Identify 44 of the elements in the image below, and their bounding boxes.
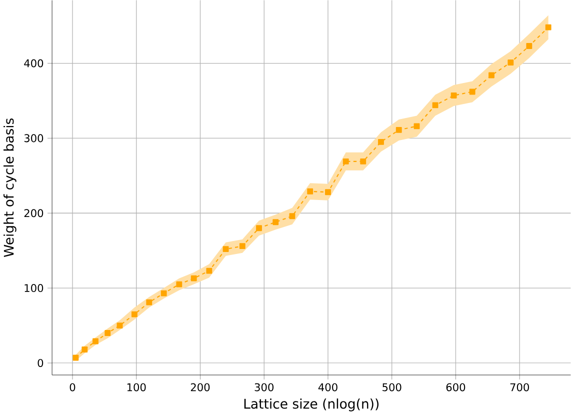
point [469, 88, 476, 95]
x-tick-label: 0 [70, 383, 76, 392]
point [190, 275, 197, 282]
y-tick-label: 200 [24, 209, 44, 218]
y-axis-title: Weight of cycle basis [4, 118, 16, 258]
x-tick-label: 300 [254, 383, 274, 392]
y-tick-label: 100 [24, 284, 44, 292]
point [508, 60, 514, 66]
point [82, 346, 88, 353]
y-tick-label: 0 [38, 359, 44, 368]
y-tick-label: 300 [24, 134, 44, 142]
point [160, 290, 167, 296]
point [450, 92, 457, 99]
point [545, 24, 552, 30]
point [414, 123, 420, 130]
point [104, 330, 111, 336]
point [206, 268, 212, 274]
point [378, 139, 384, 145]
x-tick-label: 600 [446, 383, 466, 392]
point [272, 219, 279, 226]
point [488, 72, 494, 78]
point [325, 189, 331, 196]
x-tick-label: 700 [510, 383, 529, 392]
x-tick-label: 500 [382, 383, 402, 392]
point [307, 188, 314, 194]
point [116, 322, 123, 329]
point [360, 158, 366, 164]
point [176, 281, 182, 288]
x-tick-label: 200 [190, 383, 210, 392]
point [289, 213, 296, 220]
point [222, 246, 229, 252]
point [342, 158, 349, 164]
x-axis-title: Lattice size (nlog(n)) [244, 398, 379, 412]
point [239, 243, 246, 250]
point [146, 299, 152, 306]
point [72, 354, 79, 361]
y-tick-label: 400 [24, 59, 44, 68]
point [396, 127, 402, 133]
x-tick-label: 100 [127, 383, 146, 392]
point [526, 43, 532, 50]
x-tick-label: 400 [318, 383, 338, 392]
point [92, 338, 98, 344]
point [131, 311, 138, 318]
point [256, 225, 262, 232]
